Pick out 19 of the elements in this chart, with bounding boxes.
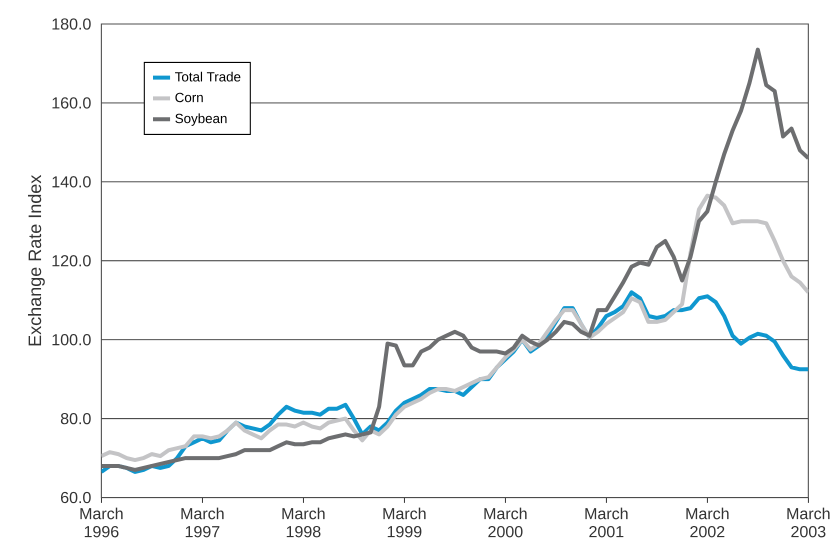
y-tick-label: 160.0 bbox=[52, 97, 91, 108]
y-tick-label: 80.0 bbox=[60, 412, 91, 424]
y-axis-title: Exchange Rate Index bbox=[28, 174, 45, 346]
x-tick-label: March 2003 bbox=[787, 507, 830, 538]
x-tick-label: March 1999 bbox=[383, 507, 426, 538]
y-tick-label: 60.0 bbox=[61, 492, 91, 504]
y-tick-label: 140.0 bbox=[52, 176, 91, 188]
y-tick-label: 120.0 bbox=[52, 254, 91, 266]
legend-label: Total Trade bbox=[175, 72, 240, 82]
x-tick-label: March 2001 bbox=[585, 507, 628, 538]
x-tick-label: March 2000 bbox=[484, 507, 527, 538]
y-tick-label: 100.0 bbox=[52, 334, 91, 346]
y-tick-label: 180.0 bbox=[52, 18, 91, 30]
x-tick-label: March 1996 bbox=[80, 507, 123, 538]
legend-label: Corn bbox=[175, 92, 203, 102]
legend-label: Soybean bbox=[175, 113, 227, 126]
x-tick-label: March 1997 bbox=[181, 507, 224, 538]
x-tick-label: March 1998 bbox=[282, 507, 325, 538]
x-tick-label: March 2002 bbox=[686, 507, 729, 538]
